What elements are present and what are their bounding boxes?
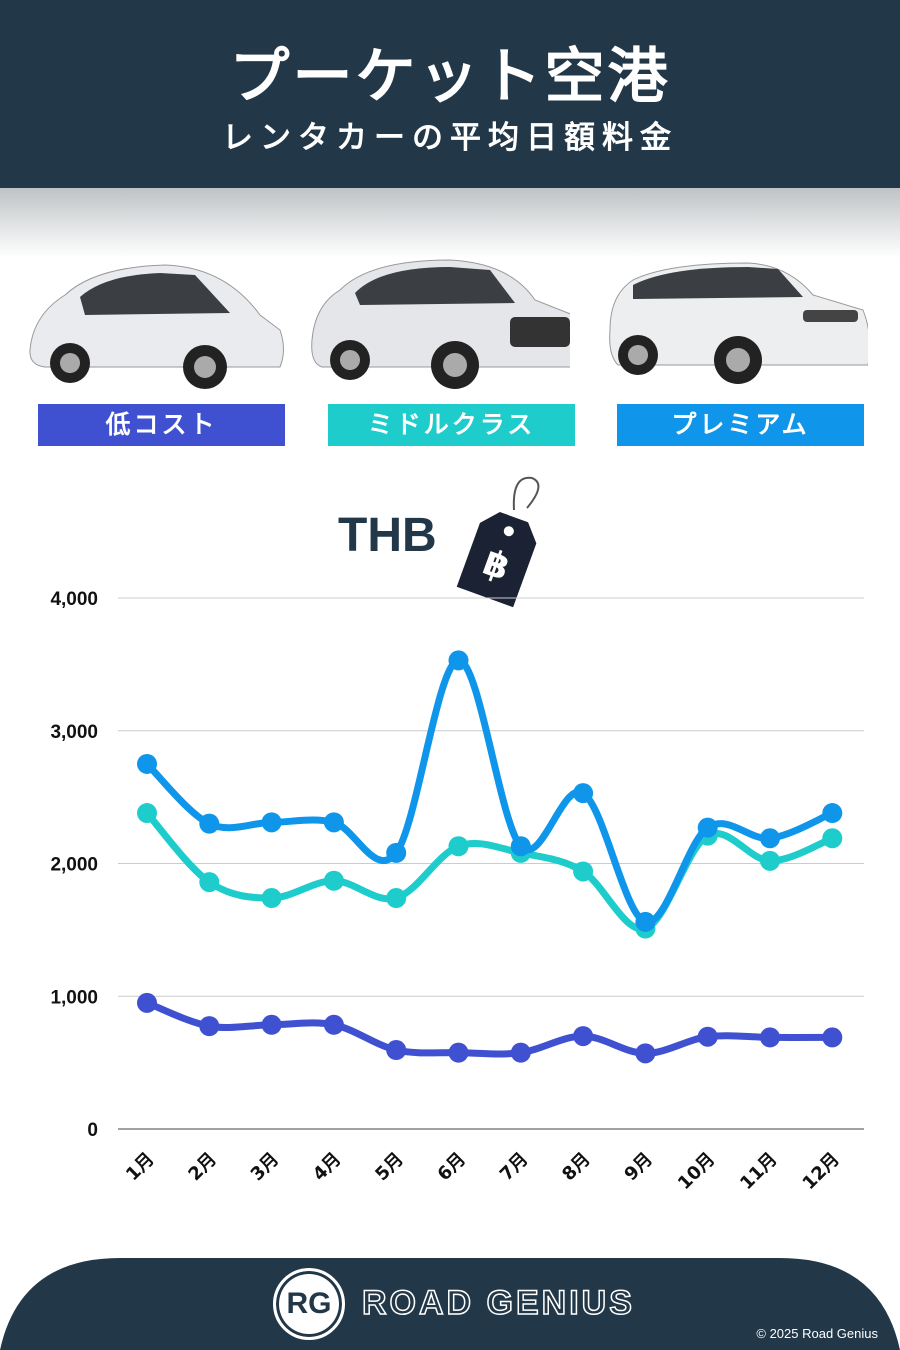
y-tick-label: 1,000 [50, 987, 98, 1008]
data-point [448, 1042, 469, 1063]
x-tick-label: 1月 [122, 1149, 158, 1185]
series-line-1 [144, 810, 834, 933]
data-point [573, 783, 594, 804]
footer [0, 1258, 900, 1350]
copyright: © 2025 Road Genius [756, 1326, 878, 1341]
data-point [635, 1043, 656, 1064]
data-point [199, 1016, 220, 1037]
x-tick-label: 2月 [184, 1149, 220, 1185]
data-point [261, 812, 282, 833]
data-point [261, 888, 282, 909]
data-point [261, 1014, 282, 1035]
data-point [697, 817, 718, 838]
data-point [822, 803, 843, 824]
road-genius-logo: RG [273, 1268, 345, 1340]
data-point [510, 836, 531, 857]
midsize-suv-image [311, 259, 570, 389]
data-point [448, 650, 469, 671]
data-point [323, 870, 344, 891]
price-tag-icon: ฿ [456, 476, 540, 608]
data-point [323, 1014, 344, 1035]
data-point [448, 836, 469, 857]
currency-label: THB [338, 509, 437, 562]
x-tick-label: 5月 [371, 1149, 407, 1185]
data-point [199, 813, 220, 834]
category-label-midsize: ミドルクラス [328, 404, 575, 446]
data-point [199, 872, 220, 893]
data-point [510, 1042, 531, 1063]
x-tick-label: 3月 [247, 1149, 283, 1185]
data-point [573, 1026, 594, 1047]
data-point [822, 828, 843, 849]
category-label-economy: 低コスト [38, 404, 285, 446]
y-tick-label: 2,000 [50, 855, 98, 876]
data-point [635, 911, 656, 932]
data-point [386, 888, 407, 909]
economy-car-image [29, 264, 284, 389]
x-tick-label: 7月 [496, 1149, 532, 1185]
x-tick-label: 4月 [309, 1149, 345, 1185]
page-subtitle: レンタカーの平均日額料金 [222, 120, 678, 156]
y-tick-label: 3,000 [50, 722, 98, 743]
x-tick-label: 6月 [434, 1149, 470, 1185]
series-line-0 [145, 999, 833, 1058]
line-chart: 0 1,000 2,000 3,000 4,000 1月 2月 3月 4月 5月 6月 7月 8月 9月 1… [50, 589, 864, 1194]
x-tick-label: 8月 [558, 1149, 594, 1185]
brand-name: ROAD GENIUS [361, 1283, 635, 1323]
data-point [323, 812, 344, 833]
data-point [697, 1026, 718, 1047]
series-line-2 [144, 656, 834, 926]
data-point [386, 842, 407, 863]
page-title: プーケット空港 [229, 42, 671, 112]
data-point [822, 1027, 843, 1048]
data-point [760, 850, 780, 871]
data-point [386, 1040, 407, 1061]
x-tick-label: 11月 [736, 1149, 781, 1194]
data-point [573, 861, 594, 882]
data-point [137, 753, 157, 774]
y-tick-label: 4,000 [50, 589, 98, 610]
x-tick-label: 12月 [799, 1149, 844, 1194]
header: プーケット空港 レンタカーの平均日額料金 [0, 0, 900, 188]
data-point [760, 1027, 780, 1048]
x-tick-label: 10月 [674, 1149, 719, 1194]
category-label-premium: プレミアム [617, 404, 864, 446]
premium-suv-image [609, 262, 868, 384]
data-point [137, 803, 157, 824]
y-tick-label: 0 [87, 1120, 98, 1141]
data-point [137, 992, 157, 1013]
data-point [760, 828, 780, 849]
x-tick-label: 9月 [620, 1149, 656, 1185]
header-shadow [0, 188, 900, 258]
